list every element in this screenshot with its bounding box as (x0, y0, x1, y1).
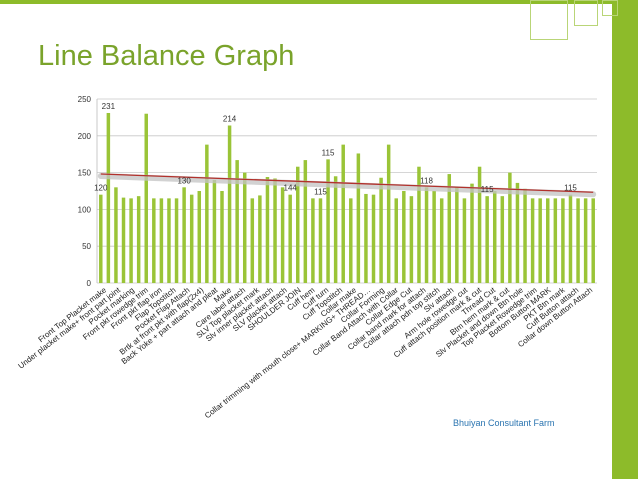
bar (182, 187, 186, 283)
bar (333, 176, 338, 283)
bar (492, 191, 497, 283)
corner-box-small (602, 0, 618, 16)
bar (379, 177, 383, 283)
bar (402, 191, 406, 283)
y-tick-label: 200 (78, 132, 92, 141)
bar (152, 198, 156, 283)
bar (538, 198, 542, 283)
corner-box-large (530, 0, 568, 40)
bar (167, 198, 171, 283)
bar (99, 194, 103, 283)
y-tick-label: 150 (78, 169, 92, 178)
data-label: 130 (177, 176, 191, 185)
bar (583, 198, 588, 283)
slide-right-bar (612, 0, 638, 479)
bar (356, 153, 361, 283)
bar (349, 198, 353, 283)
bar (197, 191, 202, 283)
data-label: 115 (322, 148, 335, 157)
bar (508, 172, 512, 283)
bar (439, 198, 444, 283)
bar (455, 187, 459, 283)
trendline-shadow (97, 173, 597, 198)
y-tick-label: 0 (87, 279, 92, 288)
data-label: 115 (481, 185, 494, 194)
bar (364, 193, 368, 283)
data-label: 231 (102, 102, 116, 111)
bar (432, 191, 436, 283)
bar (296, 166, 300, 283)
bar (159, 198, 164, 283)
corner-box-medium (574, 0, 598, 26)
bar (470, 183, 474, 283)
data-label: 115 (564, 184, 577, 193)
bar (318, 198, 323, 283)
y-tick-label: 250 (78, 95, 92, 104)
trendline (100, 173, 594, 193)
bar (265, 177, 270, 283)
slide-top-bar (0, 0, 638, 4)
data-label: 144 (284, 184, 298, 193)
bar (371, 194, 376, 283)
bar (288, 194, 292, 283)
bar (568, 194, 573, 283)
bar (121, 197, 126, 283)
bar (220, 191, 224, 283)
bar (258, 195, 262, 283)
bar (227, 125, 232, 283)
bar (417, 166, 421, 283)
slide-title: Line Balance Graph (38, 40, 295, 72)
bar (462, 198, 467, 283)
bar (273, 178, 277, 283)
data-label: 118 (420, 176, 433, 185)
bar (280, 187, 285, 283)
bar (114, 187, 118, 283)
bar (500, 196, 505, 283)
data-label: 115 (314, 187, 327, 196)
bar (553, 198, 558, 283)
bar (523, 188, 527, 283)
bar (424, 187, 429, 283)
bar (409, 196, 414, 283)
bar (591, 198, 595, 283)
bar (515, 182, 520, 283)
bar (136, 196, 141, 283)
y-tick-label: 50 (82, 242, 91, 251)
bar (189, 194, 194, 283)
bar (106, 112, 111, 283)
bar (326, 159, 330, 283)
y-tick-label: 100 (78, 205, 92, 214)
x-tick-label: Under placket make+ front part joint (16, 285, 122, 371)
bar (250, 198, 255, 283)
bar (530, 198, 535, 283)
bar (394, 198, 398, 283)
bar (129, 198, 133, 283)
bar (485, 196, 489, 283)
bar (303, 160, 308, 283)
bar (235, 160, 239, 283)
bar (174, 198, 179, 283)
bar (341, 144, 345, 283)
bar (561, 198, 565, 283)
footer-credit: Bhuiyan Consultant Farm (453, 418, 555, 428)
bar (546, 198, 550, 283)
data-label: 120 (94, 184, 108, 193)
bar (386, 144, 391, 283)
bar (242, 172, 247, 283)
bar (144, 113, 148, 283)
bar (205, 144, 209, 283)
bar (477, 166, 482, 283)
bar (212, 179, 217, 283)
corner-decoration (530, 0, 638, 44)
bar (311, 198, 315, 283)
bar (576, 198, 580, 283)
bar (447, 174, 452, 283)
data-label: 214 (223, 114, 237, 123)
